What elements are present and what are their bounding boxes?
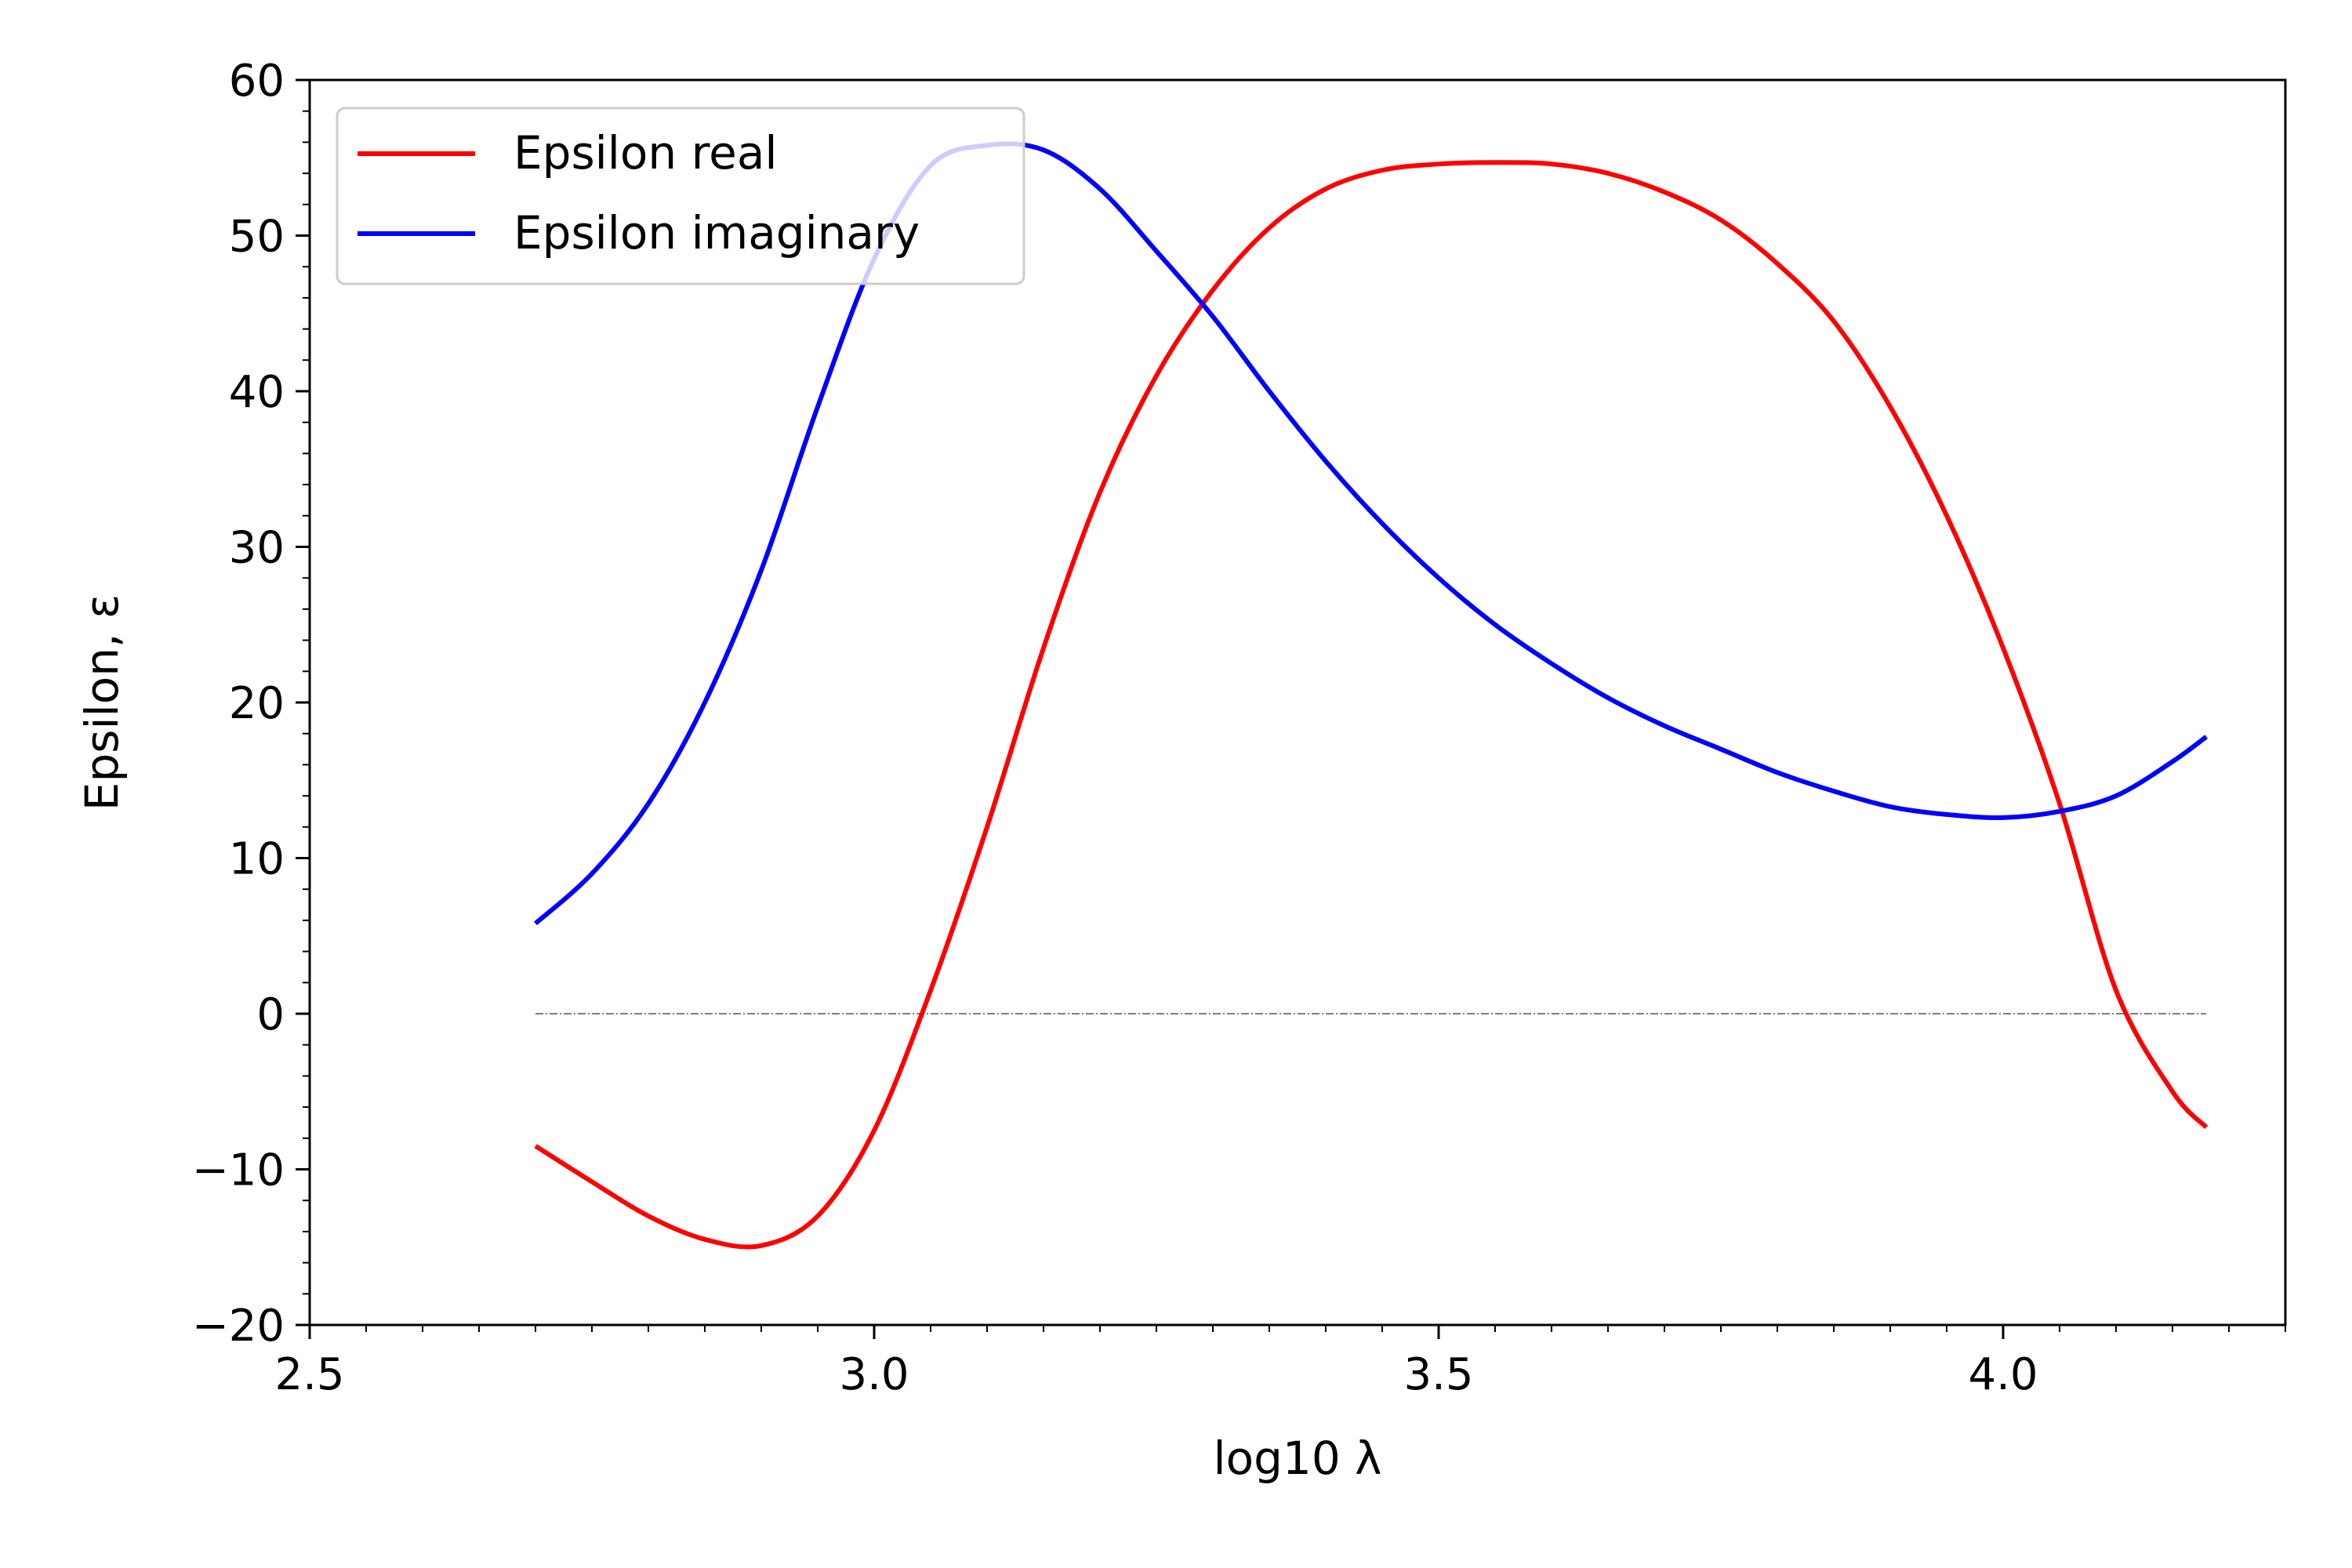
legend: Epsilon real Epsilon imaginary xyxy=(336,107,1025,285)
y-tick-label: 60 xyxy=(229,56,285,107)
x-tick-label: 3.5 xyxy=(1403,1349,1473,1400)
y-tick-label: 40 xyxy=(229,367,285,418)
x-axis-label: log10 λ xyxy=(1214,1432,1382,1485)
plot-frame xyxy=(308,78,2287,1327)
y-axis-label: Epsilon, ε xyxy=(75,594,129,811)
legend-box xyxy=(336,107,1025,285)
y-tick-label: 20 xyxy=(229,678,285,729)
series-line-epsilon-real xyxy=(534,160,2209,1250)
y-tick-label: −20 xyxy=(192,1301,285,1352)
y-axis: −20 −10 0 10 20 30 40 50 60 xyxy=(192,56,310,1352)
x-tick-label: 2.5 xyxy=(274,1349,344,1400)
x-tick-label: 3.0 xyxy=(839,1349,909,1400)
y-tick-label: −10 xyxy=(192,1145,285,1196)
x-axis: 2.5 3.0 3.5 4.0 xyxy=(274,1325,2038,1400)
y-tick-label: 10 xyxy=(229,834,285,885)
x-tick-label: 4.0 xyxy=(1968,1349,2038,1400)
y-tick-label: 50 xyxy=(229,212,285,263)
legend-label-epsilon-real: Epsilon real xyxy=(514,126,778,180)
y-tick-label: 30 xyxy=(229,523,285,574)
plot-area xyxy=(534,141,2209,1250)
y-tick-label: 0 xyxy=(256,989,285,1040)
legend-label-epsilon-imaginary: Epsilon imaginary xyxy=(514,206,920,260)
series-line-epsilon-imaginary xyxy=(534,141,2208,926)
